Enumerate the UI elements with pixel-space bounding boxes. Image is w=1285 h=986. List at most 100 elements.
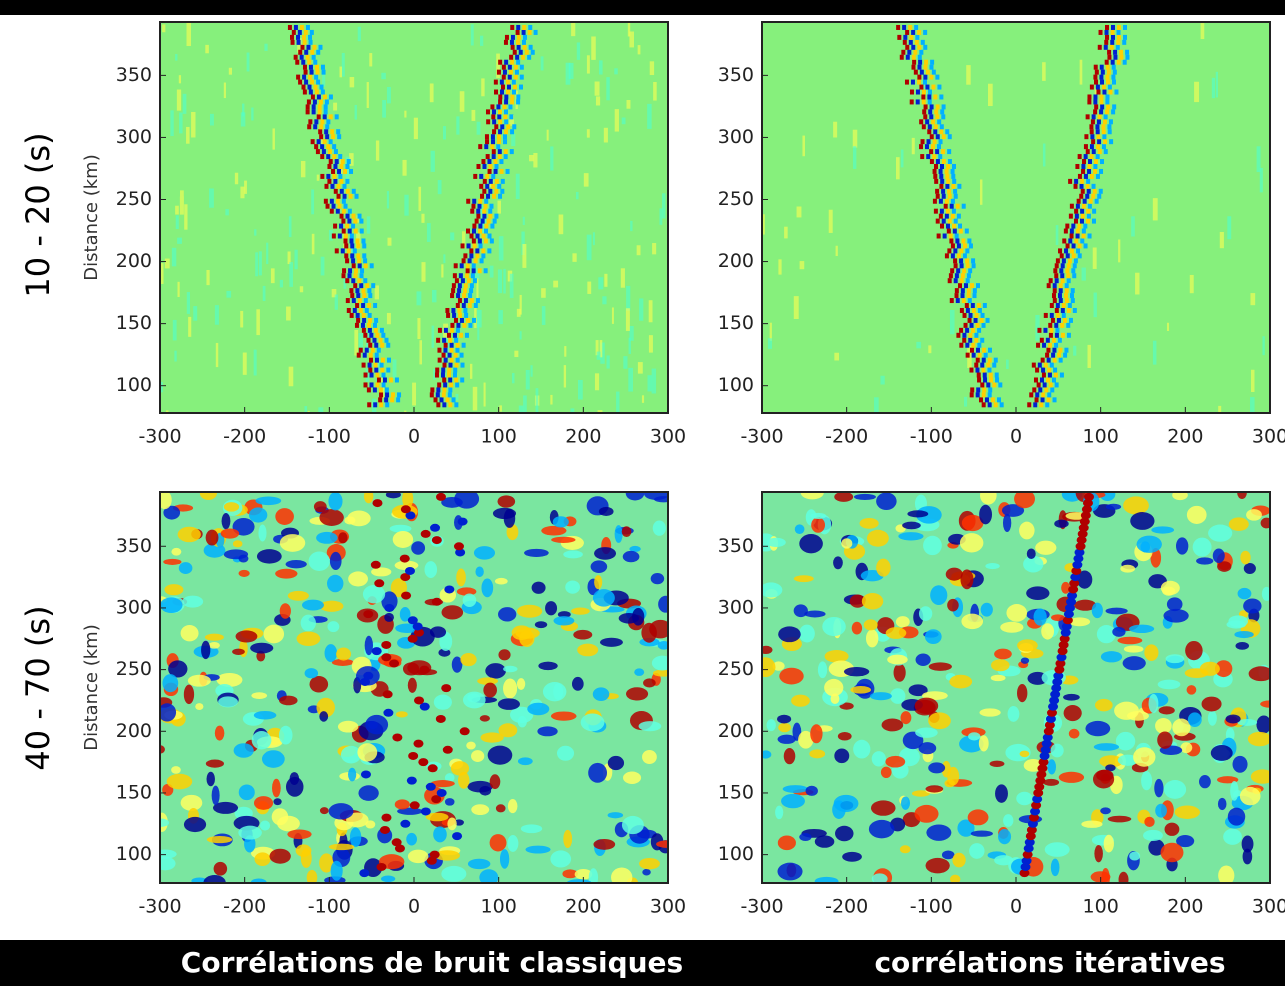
arrival [1098,29,1103,35]
arrival [933,129,938,135]
noise-stripe [437,180,442,195]
arrival [496,134,501,140]
blob [1054,519,1069,528]
arrival [1100,69,1105,75]
noise-stripe [300,160,306,178]
arrival [508,104,513,110]
arrival [1110,29,1115,35]
arrival [514,69,519,75]
noise-stripe [509,115,514,126]
arrival [1072,560,1083,569]
arrival [1105,109,1110,115]
blob [794,524,805,535]
blob [510,706,534,724]
arrival [896,24,901,30]
blob [516,604,543,618]
blob [1115,731,1136,751]
noise-stripe [307,410,310,413]
blob [1068,617,1091,627]
blob [399,606,411,622]
arrival [440,372,445,378]
blob [1096,625,1116,644]
noise-stripe [456,116,460,135]
arrival [488,213,493,219]
arrival [987,347,992,353]
arrival [1082,159,1087,165]
arrival [334,114,339,120]
arrival [967,298,972,304]
noise-stripe [479,204,485,226]
arrival [962,337,967,343]
noise-stripe [519,331,522,340]
arrival [461,258,466,264]
blob [362,584,386,604]
arrival [455,342,460,348]
arrival [397,392,402,398]
blob [961,613,984,630]
noise-stripe [188,316,192,337]
arrival [465,317,470,323]
arrival [1050,387,1055,393]
arrival [332,144,337,150]
arrival [1032,795,1043,804]
arrival [414,696,425,705]
blob [762,582,783,598]
arrival [338,173,343,179]
arrival [327,149,332,155]
blob [562,869,578,879]
arrival [1091,139,1096,145]
blob [1232,755,1248,773]
blob [328,803,354,820]
arrival [1103,114,1108,120]
blob [1019,750,1030,758]
arrival [1098,188,1103,194]
arrival [975,367,980,373]
noise-stripe [630,220,633,232]
blob [1165,654,1185,664]
arrival [442,337,447,343]
blob [805,785,818,796]
arrival [1039,751,1050,760]
blob [1094,845,1103,863]
blob [180,624,199,642]
arrival [935,193,940,199]
blob [1234,631,1254,639]
arrival [527,54,532,60]
arrival [331,203,336,209]
noise-stripe [470,24,474,46]
arrival [460,278,465,284]
blob [327,621,340,633]
arrival [480,193,485,199]
noise-stripe [594,81,600,96]
arrival [915,34,920,40]
arrival [944,168,949,174]
blob [542,682,567,702]
arrival [347,208,352,214]
arrival [458,332,463,338]
arrival [497,183,502,189]
noise-stripe [614,68,618,75]
x-tick-label: 200 [565,896,601,918]
noise-stripe [662,193,666,219]
noise-stripe [443,254,446,264]
arrival [933,208,938,214]
arrival [941,104,946,110]
arrival [968,332,973,338]
arrival [939,163,944,169]
arrival [959,342,964,348]
y-tick-label: 250 [718,188,754,210]
arrival [477,268,482,274]
arrival [496,69,501,75]
arrival [342,268,347,274]
arrival [463,307,468,313]
arrival [351,278,356,284]
arrival [953,193,958,199]
noise-stripe [175,54,178,61]
arrival [1094,159,1099,165]
arrival [951,223,956,229]
noise-stripe [525,369,530,390]
arrival [1029,392,1034,398]
blob [441,865,467,882]
noise-stripe [374,285,380,300]
arrival [493,159,498,165]
